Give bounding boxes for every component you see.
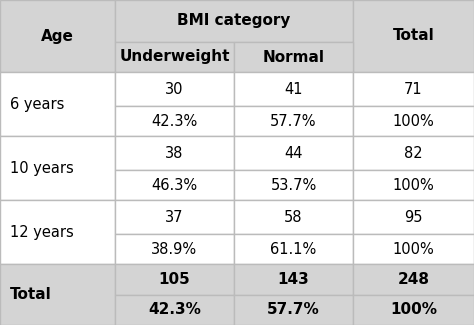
Bar: [115, 0, 353, 42]
Bar: [353, 295, 474, 325]
Text: 42.3%: 42.3%: [148, 303, 201, 318]
Text: 248: 248: [398, 272, 429, 287]
Bar: [353, 106, 474, 136]
Bar: [115, 264, 234, 295]
Bar: [234, 200, 353, 234]
Text: Normal: Normal: [263, 49, 325, 64]
Bar: [0, 72, 115, 136]
Bar: [0, 136, 115, 200]
Bar: [115, 295, 234, 325]
Text: 37: 37: [165, 210, 184, 225]
Bar: [115, 42, 234, 72]
Bar: [234, 170, 353, 200]
Text: 100%: 100%: [392, 177, 434, 192]
Bar: [115, 200, 234, 234]
Bar: [0, 264, 115, 325]
Bar: [234, 295, 353, 325]
Bar: [115, 170, 234, 200]
Text: 38.9%: 38.9%: [151, 241, 198, 256]
Bar: [234, 106, 353, 136]
Bar: [0, 0, 115, 72]
Text: 53.7%: 53.7%: [270, 177, 317, 192]
Bar: [353, 0, 474, 72]
Text: 105: 105: [159, 272, 191, 287]
Text: 6 years: 6 years: [10, 97, 64, 111]
Bar: [353, 72, 474, 106]
Text: 58: 58: [284, 210, 303, 225]
Text: 42.3%: 42.3%: [151, 113, 198, 128]
Text: 12 years: 12 years: [10, 225, 74, 240]
Text: BMI category: BMI category: [177, 14, 291, 29]
Text: 100%: 100%: [392, 113, 434, 128]
Text: 100%: 100%: [390, 303, 437, 318]
Text: Total: Total: [392, 29, 434, 44]
Text: 143: 143: [278, 272, 310, 287]
Text: 71: 71: [404, 82, 423, 97]
Bar: [234, 72, 353, 106]
Text: 57.7%: 57.7%: [267, 303, 320, 318]
Text: 82: 82: [404, 146, 423, 161]
Bar: [115, 106, 234, 136]
Bar: [234, 234, 353, 264]
Text: 10 years: 10 years: [10, 161, 74, 176]
Text: 41: 41: [284, 82, 303, 97]
Text: 38: 38: [165, 146, 184, 161]
Bar: [353, 200, 474, 234]
Text: 44: 44: [284, 146, 303, 161]
Bar: [234, 264, 353, 295]
Text: 95: 95: [404, 210, 423, 225]
Bar: [353, 170, 474, 200]
Bar: [353, 234, 474, 264]
Bar: [234, 136, 353, 170]
Text: 100%: 100%: [392, 241, 434, 256]
Text: Underweight: Underweight: [119, 49, 230, 64]
Text: 61.1%: 61.1%: [270, 241, 317, 256]
Text: 30: 30: [165, 82, 184, 97]
Bar: [115, 136, 234, 170]
Text: Age: Age: [41, 29, 74, 44]
Text: 57.7%: 57.7%: [270, 113, 317, 128]
Bar: [115, 234, 234, 264]
Bar: [353, 136, 474, 170]
Bar: [115, 72, 234, 106]
Bar: [353, 264, 474, 295]
Bar: [234, 42, 353, 72]
Text: Total: Total: [10, 287, 52, 302]
Text: 46.3%: 46.3%: [151, 177, 198, 192]
Bar: [0, 200, 115, 264]
